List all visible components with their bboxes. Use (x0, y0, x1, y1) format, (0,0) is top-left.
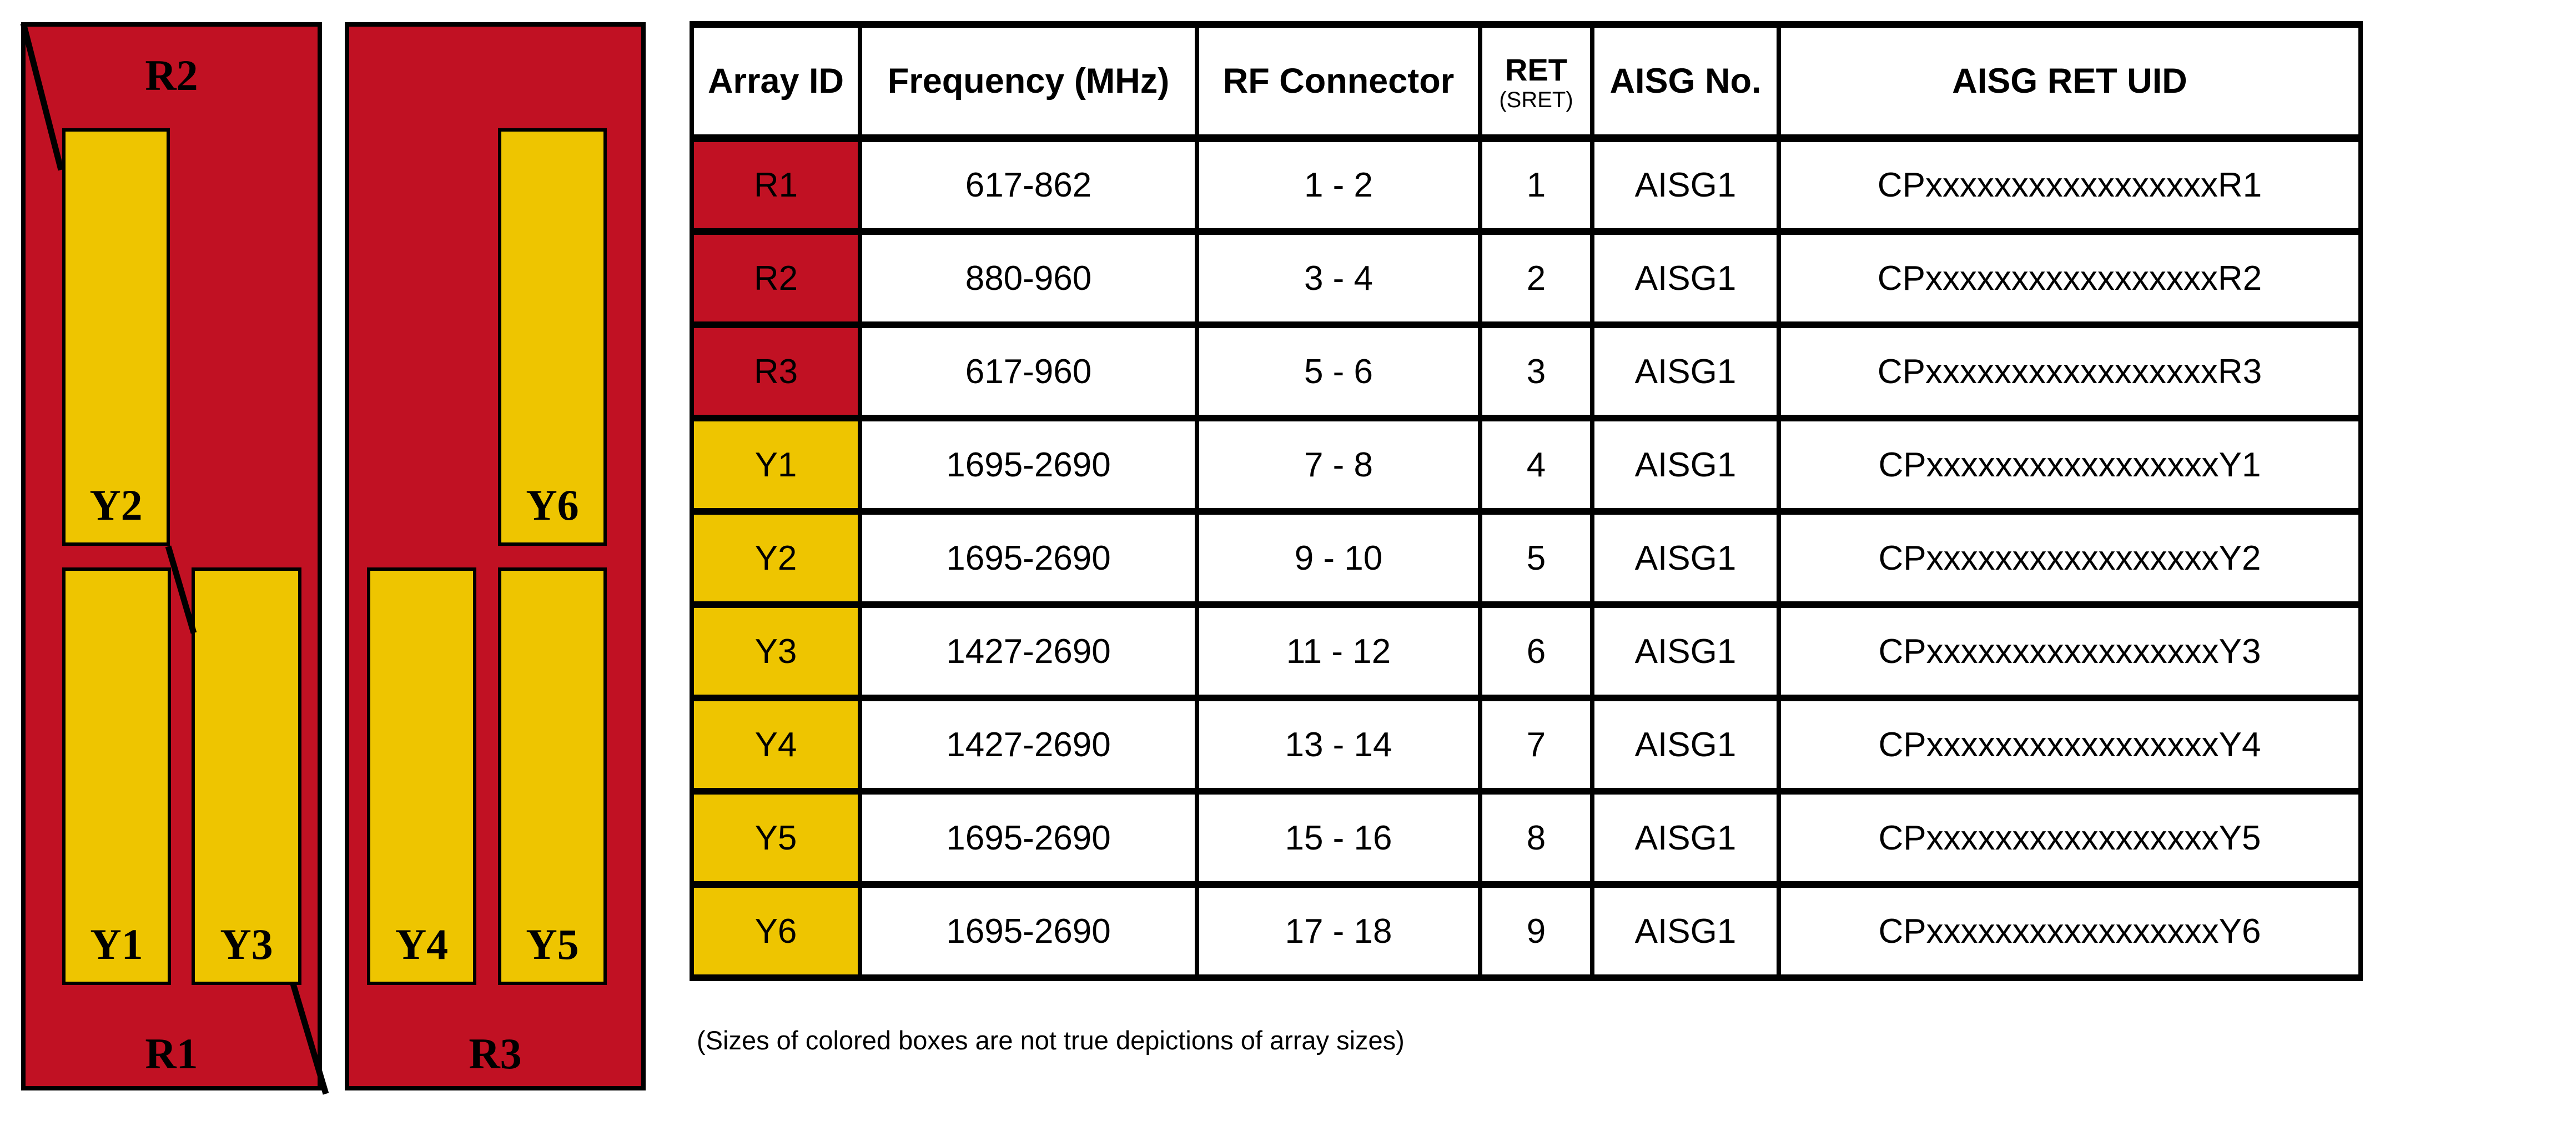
array-id-cell: R2 (690, 228, 862, 328)
array-id-cell: Y2 (690, 508, 862, 608)
aisg-ret-uid-cell: CPxxxxxxxxxxxxxxxxxY4 (1777, 695, 2363, 795)
aisg-no-cell: AISG1 (1590, 788, 1781, 888)
array-box-y6: Y6 (498, 128, 607, 546)
header-row: Array ID Frequency (MHz) RF Connector RE… (690, 21, 2363, 142)
ret-header-main: RET (1505, 52, 1567, 87)
aisg-ret-uid-cell: CPxxxxxxxxxxxxxxxxxR1 (1777, 135, 2363, 235)
aisg-no-cell: AISG1 (1590, 508, 1781, 608)
array-box-y1: Y1 (62, 567, 171, 985)
array-box-label: Y3 (220, 920, 273, 968)
rf-connector-cell: 1 - 2 (1195, 135, 1482, 235)
col-header-ret: RET (SRET) (1478, 21, 1594, 142)
array-box-y4: Y4 (367, 567, 476, 985)
rf-connector-cell: 17 - 18 (1195, 881, 1482, 981)
aisg-no-cell: AISG1 (1590, 135, 1781, 235)
ret-cell: 8 (1478, 788, 1594, 888)
aisg-ret-uid-cell: CPxxxxxxxxxxxxxxxxxY2 (1777, 508, 2363, 608)
table-row: R1 617-862 1 - 2 1 AISG1 CPxxxxxxxxxxxxx… (690, 135, 2363, 235)
array-id-cell: Y1 (690, 415, 862, 515)
array-id-cell: Y6 (690, 881, 862, 981)
array-id-cell: R1 (690, 135, 862, 235)
array-box-label: Y4 (395, 920, 449, 968)
col-header-frequency: Frequency (MHz) (858, 21, 1199, 142)
array-id-cell: R3 (690, 321, 862, 421)
col-header-rf-connector: RF Connector (1195, 21, 1482, 142)
ret-header-sub: (SRET) (1499, 88, 1573, 112)
aisg-no-cell: AISG1 (1590, 321, 1781, 421)
table-row: Y3 1427-2690 11 - 12 6 AISG1 CPxxxxxxxxx… (690, 601, 2363, 701)
aisg-ret-uid-cell: CPxxxxxxxxxxxxxxxxxY3 (1777, 601, 2363, 701)
size-disclaimer-note: (Sizes of colored boxes are not true dep… (697, 1026, 1405, 1055)
array-box-label: Y6 (526, 481, 579, 529)
rf-connector-cell: 5 - 6 (1195, 321, 1482, 421)
ret-cell: 9 (1478, 881, 1594, 981)
frequency-cell: 1695-2690 (858, 508, 1199, 608)
ret-cell: 1 (1478, 135, 1594, 235)
frequency-cell: 1695-2690 (858, 788, 1199, 888)
col-header-aisg-ret-uid: AISG RET UID (1777, 21, 2363, 142)
ret-cell: 6 (1478, 601, 1594, 701)
ret-cell: 7 (1478, 695, 1594, 795)
col-header-aisg-no: AISG No. (1590, 21, 1781, 142)
table-row: R2 880-960 3 - 4 2 AISG1 CPxxxxxxxxxxxxx… (690, 228, 2363, 328)
table-row: Y4 1427-2690 13 - 14 7 AISG1 CPxxxxxxxxx… (690, 695, 2363, 795)
array-id-cell: Y4 (690, 695, 862, 795)
aisg-ret-uid-cell: CPxxxxxxxxxxxxxxxxxY1 (1777, 415, 2363, 515)
frequency-cell: 1427-2690 (858, 601, 1199, 701)
frequency-cell: 880-960 (858, 228, 1199, 328)
rf-connector-cell: 13 - 14 (1195, 695, 1482, 795)
table-row: R3 617-960 5 - 6 3 AISG1 CPxxxxxxxxxxxxx… (690, 321, 2363, 421)
table-row: Y2 1695-2690 9 - 10 5 AISG1 CPxxxxxxxxxx… (690, 508, 2363, 608)
aisg-ret-uid-cell: CPxxxxxxxxxxxxxxxxxR3 (1777, 321, 2363, 421)
aisg-no-cell: AISG1 (1590, 881, 1781, 981)
array-spec-table: Array ID Frequency (MHz) RF Connector RE… (690, 21, 2363, 981)
rf-connector-cell: 3 - 4 (1195, 228, 1482, 328)
array-box-label: Y5 (526, 920, 579, 968)
frequency-cell: 1695-2690 (858, 415, 1199, 515)
table-row: Y6 1695-2690 17 - 18 9 AISG1 CPxxxxxxxxx… (690, 881, 2363, 981)
array-id-cell: Y5 (690, 788, 862, 888)
aisg-ret-uid-cell: CPxxxxxxxxxxxxxxxxxR2 (1777, 228, 2363, 328)
array-box-y5: Y5 (498, 567, 607, 985)
aisg-no-cell: AISG1 (1590, 415, 1781, 515)
aisg-no-cell: AISG1 (1590, 695, 1781, 795)
array-box-y2: Y2 (62, 128, 170, 546)
ret-cell: 5 (1478, 508, 1594, 608)
ret-cell: 4 (1478, 415, 1594, 515)
table-row: Y1 1695-2690 7 - 8 4 AISG1 CPxxxxxxxxxxx… (690, 415, 2363, 515)
aisg-no-cell: AISG1 (1590, 601, 1781, 701)
array-id-cell: Y3 (690, 601, 862, 701)
col-header-array-id: Array ID (690, 21, 862, 142)
ret-cell: 2 (1478, 228, 1594, 328)
aisg-ret-uid-cell: CPxxxxxxxxxxxxxxxxxY5 (1777, 788, 2363, 888)
frequency-cell: 617-960 (858, 321, 1199, 421)
array-box-label: Y1 (90, 920, 143, 968)
aisg-ret-uid-cell: CPxxxxxxxxxxxxxxxxxY6 (1777, 881, 2363, 981)
rf-connector-cell: 7 - 8 (1195, 415, 1482, 515)
frequency-cell: 1427-2690 (858, 695, 1199, 795)
ret-cell: 3 (1478, 321, 1594, 421)
frequency-cell: 617-862 (858, 135, 1199, 235)
rf-connector-cell: 15 - 16 (1195, 788, 1482, 888)
table-row: Y5 1695-2690 15 - 16 8 AISG1 CPxxxxxxxxx… (690, 788, 2363, 888)
rf-connector-cell: 11 - 12 (1195, 601, 1482, 701)
frequency-cell: 1695-2690 (858, 881, 1199, 981)
array-box-label: Y2 (89, 481, 143, 529)
array-box-y3: Y3 (192, 567, 301, 985)
aisg-no-cell: AISG1 (1590, 228, 1781, 328)
rf-connector-cell: 9 - 10 (1195, 508, 1482, 608)
